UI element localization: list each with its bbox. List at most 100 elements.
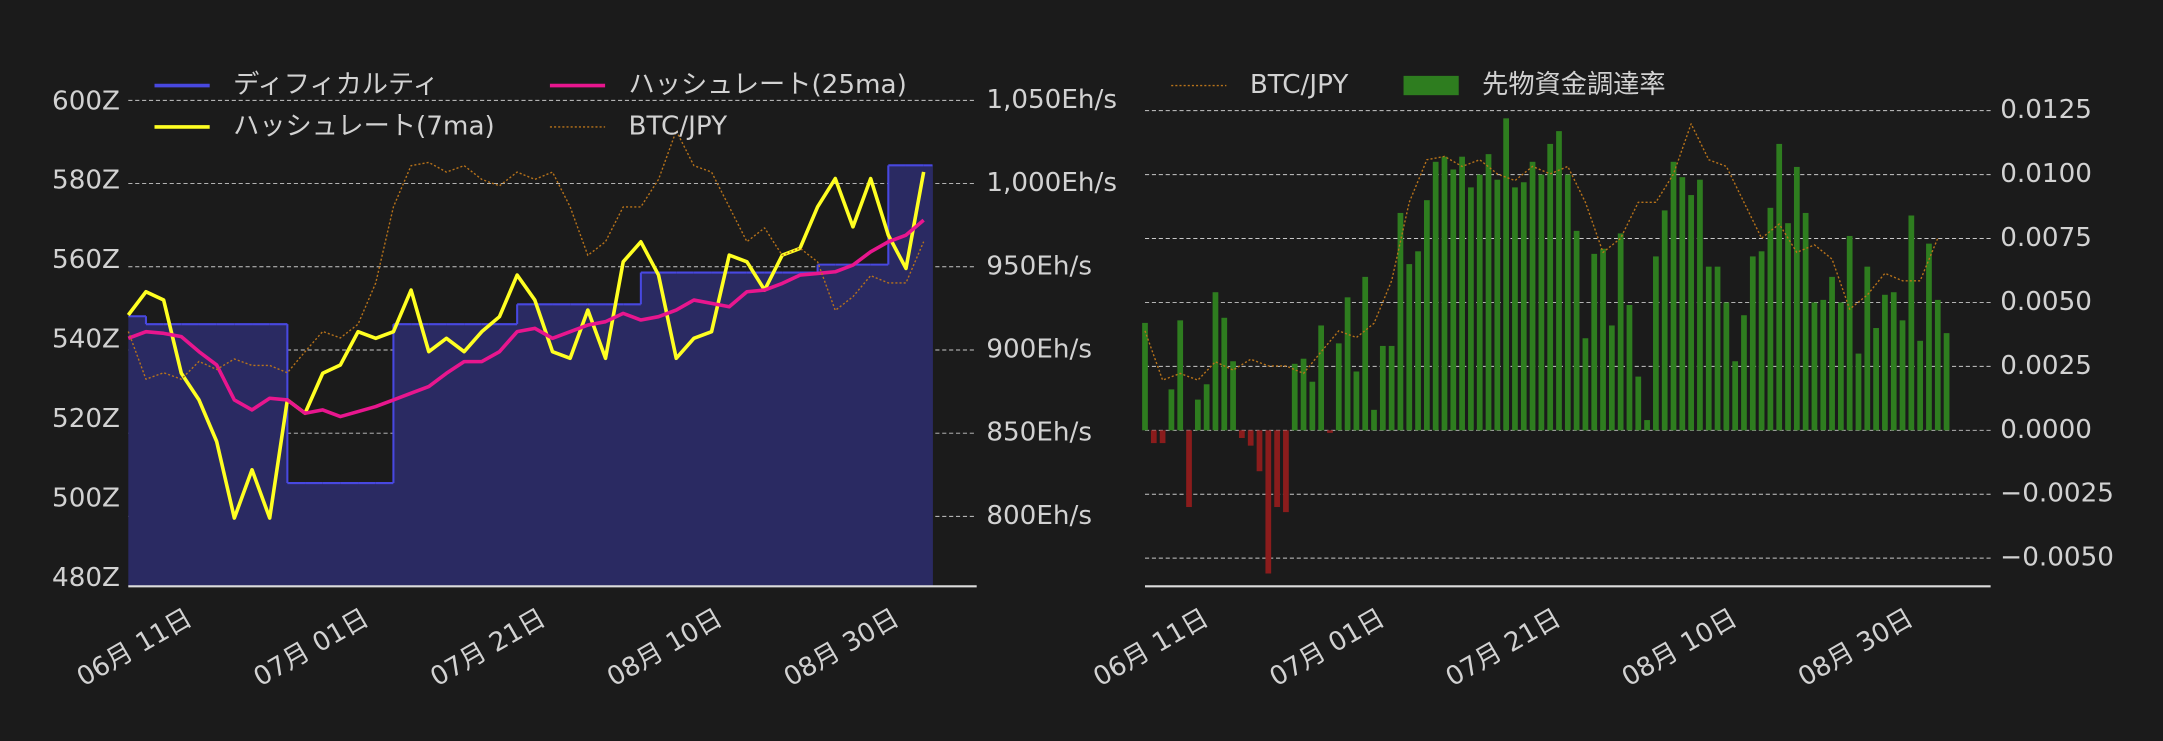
legend-label: BTC/JPY xyxy=(1250,70,1350,100)
y-tick-label: 1,050Eh/s xyxy=(986,85,1117,115)
bar xyxy=(1274,430,1280,508)
step-area xyxy=(693,272,712,587)
bar xyxy=(1873,328,1879,431)
legend-label: 先物資金調達率 xyxy=(1482,70,1665,100)
step-area xyxy=(799,272,819,587)
bar xyxy=(1758,251,1765,431)
step-area xyxy=(340,483,359,587)
bar xyxy=(1353,371,1360,431)
step-area xyxy=(163,324,182,587)
bar xyxy=(1212,292,1219,431)
bar xyxy=(1582,338,1589,431)
step-area xyxy=(305,483,324,587)
bar xyxy=(1811,302,1818,431)
bar xyxy=(1247,430,1254,446)
step-area xyxy=(570,304,589,587)
bar xyxy=(1150,430,1157,444)
bar xyxy=(1485,154,1492,431)
step-area xyxy=(923,165,933,587)
bar xyxy=(1697,179,1703,431)
bar xyxy=(1573,230,1580,431)
bar xyxy=(1476,174,1483,431)
step-area xyxy=(623,304,642,587)
bar xyxy=(1406,264,1413,431)
y-tick-label: 600Z xyxy=(52,86,120,116)
legend-swatch xyxy=(1403,75,1459,96)
y-tick-label: 0.0075 xyxy=(2000,223,2092,253)
step-area xyxy=(605,304,624,587)
bar xyxy=(1608,325,1615,431)
step-area xyxy=(587,304,606,587)
bar xyxy=(1239,430,1245,438)
step-area xyxy=(711,272,730,587)
bar xyxy=(1529,161,1536,431)
step-area xyxy=(852,264,872,587)
y-tick-label: −0.0050 xyxy=(2000,543,2114,573)
bar xyxy=(1415,251,1421,431)
bar xyxy=(1318,325,1325,431)
bar xyxy=(1450,169,1457,431)
step-area xyxy=(764,272,783,587)
y-tick-label: 580Z xyxy=(52,166,120,196)
bar xyxy=(1520,182,1527,431)
bar xyxy=(1327,430,1333,433)
bar xyxy=(1890,292,1897,431)
bar xyxy=(1802,212,1809,431)
step-area xyxy=(464,324,483,587)
step-area xyxy=(729,272,748,587)
step-area xyxy=(870,264,889,587)
bar xyxy=(1256,430,1263,472)
bar xyxy=(1309,381,1316,431)
bar xyxy=(1617,233,1624,431)
y-tick-label: 0.0125 xyxy=(2000,95,2092,125)
step-area xyxy=(428,324,447,587)
bar xyxy=(1547,143,1554,431)
y-tick-label: 540Z xyxy=(52,325,120,355)
y-tick-label: 0.0100 xyxy=(2000,159,2092,189)
bar xyxy=(1917,340,1924,431)
bar xyxy=(1934,299,1941,431)
bar xyxy=(1670,161,1677,431)
bar xyxy=(1168,389,1175,431)
bar xyxy=(1335,343,1342,431)
bar xyxy=(1283,430,1289,513)
step-area xyxy=(128,316,147,587)
bar xyxy=(1468,187,1474,431)
step-area xyxy=(287,483,306,587)
bar xyxy=(1732,361,1739,431)
line xyxy=(1144,123,1939,381)
bar xyxy=(1397,212,1404,431)
legend-label: ハッシュレート(25ma) xyxy=(629,70,907,100)
bar xyxy=(1388,345,1395,431)
step-area xyxy=(676,272,695,587)
bar xyxy=(1926,243,1932,431)
legend-label: BTC/JPY xyxy=(629,111,729,141)
y-tick-label: 900Eh/s xyxy=(986,334,1092,364)
bar xyxy=(1379,345,1386,431)
bar xyxy=(1142,322,1148,431)
bar xyxy=(1644,420,1650,431)
step-area xyxy=(234,324,253,587)
y-tick-label: 800Eh/s xyxy=(986,501,1092,531)
bar xyxy=(1679,177,1686,431)
y-tick-label: 500Z xyxy=(52,483,120,513)
step-area xyxy=(393,324,412,587)
step-area xyxy=(552,304,571,587)
bar xyxy=(1512,187,1518,431)
step-area xyxy=(517,304,536,587)
y-tick-label: 520Z xyxy=(52,404,120,434)
bar xyxy=(1494,179,1501,431)
legend-label: ディフィカルティ xyxy=(233,70,439,100)
bar xyxy=(1371,409,1377,431)
bar xyxy=(1265,430,1272,574)
y-tick-label: 0.0025 xyxy=(2000,351,2092,381)
bar xyxy=(1846,235,1853,431)
y-tick-label: 1,000Eh/s xyxy=(986,168,1117,198)
step-area xyxy=(358,483,377,587)
bar xyxy=(1688,195,1694,431)
bar xyxy=(1600,248,1606,431)
y-tick-label: −0.0025 xyxy=(2000,479,2114,509)
bar xyxy=(1194,399,1201,431)
